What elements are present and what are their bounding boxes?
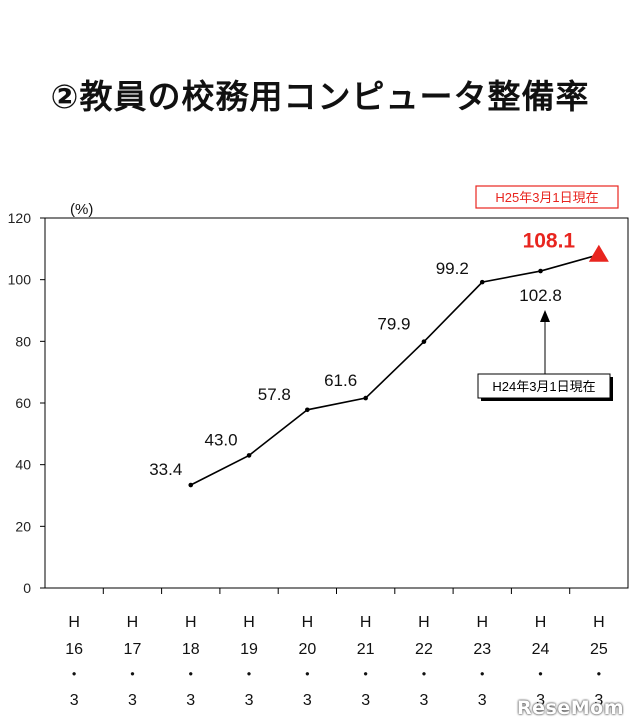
x-tick-label-part: ・ — [241, 667, 257, 684]
x-tick-label-part: ・ — [474, 667, 490, 684]
x-tick-label-part: 3 — [536, 692, 545, 709]
plot-frame — [44, 217, 629, 589]
data-point — [538, 268, 543, 274]
y-tick-label: 100 — [8, 272, 32, 288]
series-polyline — [190, 253, 600, 486]
x-tick-label: H 23 ・ 3 — [473, 614, 491, 709]
x-tick-label-part: H — [535, 614, 547, 631]
x-tick-label-part: ・ — [358, 667, 374, 684]
data-point — [363, 395, 368, 401]
series-line — [190, 253, 600, 486]
data-label: 102.8 — [519, 286, 562, 305]
x-tick-label-part: 3 — [186, 692, 195, 709]
x-tick-label-part: 3 — [303, 692, 312, 709]
x-tick-label: H 21 ・ 3 — [357, 614, 375, 709]
x-tick-label-part: 16 — [65, 641, 83, 658]
y-tick-label: 40 — [15, 457, 31, 473]
data-point — [246, 453, 252, 458]
x-tick-label-part: 3 — [70, 692, 79, 709]
data-label: 43.0 — [205, 430, 238, 449]
x-tick-label: H 16 ・ 3 — [65, 614, 83, 709]
x-tick-label-part: 19 — [240, 641, 258, 658]
x-tick-label-part: ・ — [183, 667, 199, 684]
x-tick-label-part: ・ — [416, 667, 432, 684]
annotation-arrow-head — [540, 310, 550, 322]
y-axis-ticks: 0 20 40 60 80 100 120 (%) — [8, 201, 94, 596]
x-tick-label-part: ・ — [124, 667, 140, 684]
data-point — [305, 407, 310, 413]
y-tick-label: 80 — [15, 333, 31, 349]
x-tick-label-part: H — [185, 614, 197, 631]
x-tick-label-part: 25 — [590, 641, 608, 658]
x-tick-label-part: H — [476, 614, 488, 631]
latest-date-box — [475, 185, 619, 209]
data-points — [188, 244, 609, 488]
data-labels: 33.4 43.0 57.8 61.6 79.9 99.2 102.8 108.1 — [149, 230, 575, 479]
x-tick-label-part: H — [418, 614, 430, 631]
data-label: 57.8 — [258, 385, 291, 404]
y-tick-label: 60 — [15, 395, 31, 411]
y-axis-unit-label: (%) — [70, 201, 93, 218]
prev-date-box — [477, 373, 611, 399]
data-label: 33.4 — [149, 460, 182, 479]
data-point — [421, 339, 427, 344]
x-tick-label-part: 3 — [594, 692, 603, 709]
watermark-logo: ReseMom — [517, 697, 624, 719]
x-tick-label-part: 18 — [182, 641, 200, 658]
x-tick-label-part: ・ — [591, 667, 607, 684]
x-tick-label-part: ・ — [66, 667, 82, 684]
prev-date-label: H24年3月1日現在 — [492, 379, 595, 394]
x-tick-label: H 19 ・ 3 — [240, 614, 258, 709]
x-tick-label-part: 17 — [124, 641, 142, 658]
x-axis-ticks: H 16 ・ 3 H 17 ・ 3 H 18 ・ 3 H 19 ・ 3 H 20 ・ 3 H 21 ・ 3 H 22 ・ 3 H 23 ・ 3… — [65, 614, 608, 709]
x-tick-label-part: 3 — [419, 692, 428, 709]
x-tick-label-part: ・ — [299, 667, 315, 684]
data-point — [479, 279, 485, 285]
x-tick-label: H 22 ・ 3 — [415, 614, 433, 709]
x-tick-label: H 20 ・ 3 — [298, 614, 316, 709]
y-tick-label: 120 — [8, 210, 32, 226]
x-tick-label: H 17 ・ 3 — [124, 614, 142, 709]
x-tick-label-part: 21 — [357, 641, 375, 658]
x-tick-label-part: 3 — [245, 692, 254, 709]
x-tick-label-part: 20 — [298, 641, 316, 658]
data-label: 61.6 — [324, 371, 357, 390]
x-tick-label-part: 3 — [361, 692, 370, 709]
latest-date-label: H25年3月1日現在 — [495, 190, 598, 205]
x-tick-label-part: H — [593, 614, 605, 631]
x-tick-label: H 24 ・ 3 — [532, 614, 550, 709]
data-point — [188, 482, 194, 488]
highlight-point-marker — [588, 244, 609, 262]
highlight-data-label: 108.1 — [523, 230, 576, 253]
x-tick-label-part: 3 — [478, 692, 487, 709]
x-tick-label-part: H — [68, 614, 80, 631]
y-tick-label: 0 — [23, 580, 31, 596]
x-tick-label-part: 3 — [128, 692, 137, 709]
data-label: 99.2 — [436, 259, 469, 278]
x-tick-label: H 25 ・ 3 — [590, 614, 608, 709]
x-tick-label: H 18 ・ 3 — [182, 614, 200, 709]
x-tick-label-part: ・ — [533, 667, 549, 684]
y-tick-label: 20 — [15, 518, 31, 534]
x-tick-label-part: 22 — [415, 641, 433, 658]
x-tick-label-part: H — [302, 614, 314, 631]
x-tick-label-part: 24 — [532, 641, 550, 658]
x-tick-label-part: H — [127, 614, 139, 631]
data-label: 79.9 — [377, 315, 410, 334]
x-tick-label-part: 23 — [473, 641, 491, 658]
chart-title: ②教員の校務用コンピュータ整備率 — [50, 77, 590, 116]
annotations: H25年3月1日現在 H24年3月1日現在 — [475, 185, 619, 401]
x-tick-label-part: H — [360, 614, 372, 631]
x-tick-label-part: H — [243, 614, 255, 631]
chart-axes — [44, 217, 629, 594]
